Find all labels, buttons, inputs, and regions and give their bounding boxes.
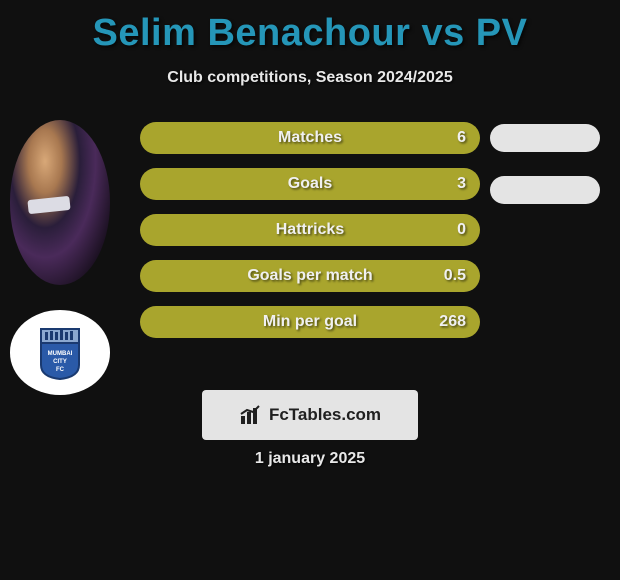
stat-value: 0.5 [444,267,466,285]
date-label: 1 january 2025 [0,450,620,468]
opponent-pill [490,124,600,152]
svg-text:FC: FC [56,367,65,373]
subtitle: Club competitions, Season 2024/2025 [0,69,620,87]
player-photo [10,120,110,285]
stat-label: Matches [140,129,480,147]
stat-label: Goals per match [140,267,480,285]
stat-label: Min per goal [140,313,480,331]
svg-text:MUMBAI: MUMBAI [48,351,73,357]
shield-icon: MUMBAI CITY FC [37,325,83,381]
stat-value: 3 [457,175,466,193]
chart-icon [239,404,265,426]
stat-bar: Matches 6 [140,122,480,154]
stat-bar: Goals per match 0.5 [140,260,480,292]
stat-value: 268 [439,313,466,331]
stat-label: Hattricks [140,221,480,239]
stat-bar: Min per goal 268 [140,306,480,338]
stats-bars: Matches 6 Goals 3 Hattricks 0 Goals per … [140,122,480,352]
stat-bar: Goals 3 [140,168,480,200]
stat-value: 6 [457,129,466,147]
club-crest: MUMBAI CITY FC [10,310,110,395]
opponent-pill [490,176,600,204]
stat-label: Goals [140,175,480,193]
stat-value: 0 [457,221,466,239]
svg-text:CITY: CITY [53,359,67,365]
footer-logo-text: FcTables.com [269,405,381,425]
left-column: MUMBAI CITY FC [10,120,110,395]
page-title: Selim Benachour vs PV [0,0,620,55]
stat-bar: Hattricks 0 [140,214,480,246]
footer-logo: FcTables.com [202,390,418,440]
